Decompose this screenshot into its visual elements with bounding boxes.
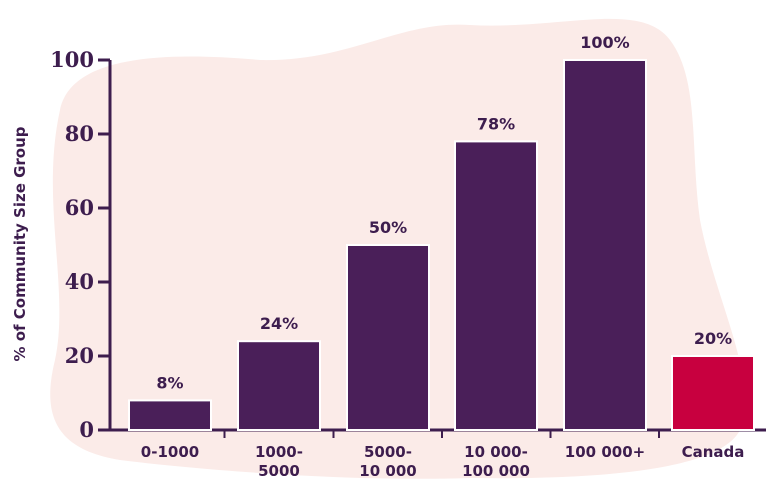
y-tick-label: 100 xyxy=(50,47,94,72)
data-label: 8% xyxy=(156,373,183,392)
y-tick-label: 60 xyxy=(65,195,94,220)
data-label: 50% xyxy=(369,218,407,237)
x-category-label: 5000-10 000 xyxy=(359,443,416,480)
bar xyxy=(455,141,537,430)
x-category-label: 10 000-100 000 xyxy=(462,443,530,480)
y-tick-label: 0 xyxy=(79,417,94,442)
data-label: 100% xyxy=(580,33,629,52)
y-tick-label: 80 xyxy=(65,121,94,146)
bar xyxy=(672,356,754,430)
data-label: 20% xyxy=(694,329,732,348)
y-tick-label: 20 xyxy=(65,343,94,368)
x-category-label: Canada xyxy=(682,443,745,461)
data-label: 78% xyxy=(477,114,515,133)
y-axis-label: % of Community Size Group xyxy=(11,126,29,361)
bar xyxy=(347,245,429,430)
data-label: 24% xyxy=(260,314,298,333)
bar xyxy=(238,341,320,430)
bar xyxy=(564,60,646,430)
x-category-label: 100 000+ xyxy=(565,443,645,461)
bar xyxy=(129,400,211,430)
x-category-label: 1000-5000 xyxy=(255,443,303,480)
x-category-label: 0-1000 xyxy=(141,443,199,461)
y-tick-label: 40 xyxy=(65,269,94,294)
